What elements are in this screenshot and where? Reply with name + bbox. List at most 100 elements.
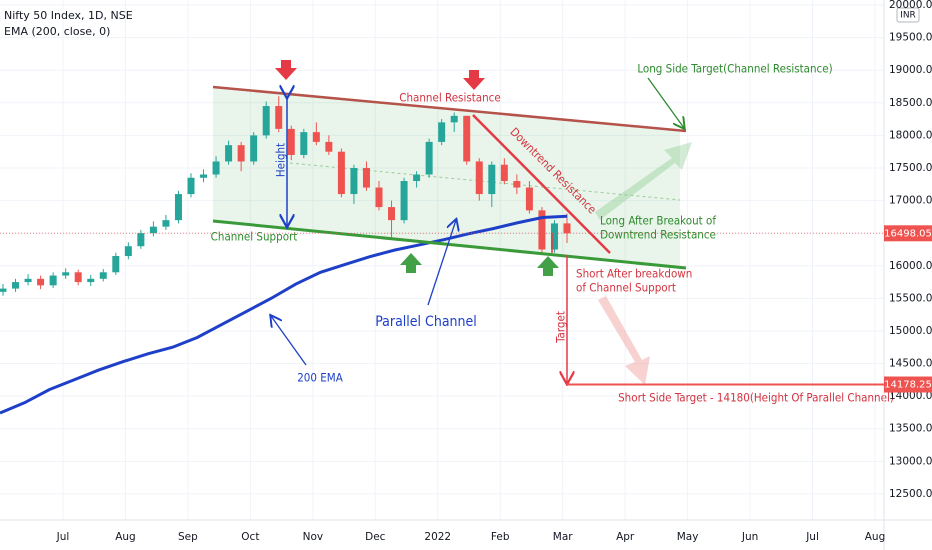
candle-body <box>525 187 533 211</box>
candle-body <box>312 132 320 142</box>
chart-title: Nifty 50 Index, 1D, NSE <box>4 9 133 22</box>
y-tick-label: 12500.00 <box>889 488 932 500</box>
candle-body <box>62 272 70 276</box>
x-tick-label: Feb <box>491 531 510 543</box>
annotation: Downtrend Resistance <box>600 228 716 242</box>
price-tag-label: 16498.05 <box>884 228 932 239</box>
annotation: 200 EMA <box>297 371 343 385</box>
candle-body <box>0 288 7 292</box>
ema-line <box>0 214 568 415</box>
channel-fill <box>213 87 680 267</box>
candle-body <box>300 132 308 155</box>
candle-body <box>275 106 283 129</box>
x-tick-label: 2022 <box>424 531 451 543</box>
annotation: Height <box>274 143 288 177</box>
currency: INR <box>900 11 916 21</box>
downtrend-line <box>472 114 611 254</box>
y-tick-label: 20000.00 <box>889 0 932 11</box>
candle-body <box>325 141 333 152</box>
up-arrow <box>400 253 422 273</box>
annotation: Target <box>554 311 568 344</box>
y-tick-label: 15500.00 <box>889 292 932 304</box>
candle-body <box>400 181 408 221</box>
x-tick-label: Jul <box>56 531 70 543</box>
long-target-arrow <box>647 77 684 128</box>
ema-pointer <box>271 316 307 366</box>
y-tick-label: 17000.00 <box>889 195 932 207</box>
channel-midline <box>289 162 681 201</box>
currency-box <box>896 7 920 23</box>
x-tick-label: Nov <box>303 531 324 543</box>
candle-body <box>112 255 120 273</box>
candle-body <box>87 278 95 283</box>
annotation: Channel Support <box>211 230 298 244</box>
long-direction-arrow <box>595 142 692 220</box>
channel-pointer <box>427 220 456 306</box>
candle-body <box>225 145 233 162</box>
candle-body <box>74 272 82 283</box>
x-tick-label: Sep <box>178 531 198 543</box>
grid <box>0 0 884 520</box>
candle-body <box>137 233 145 247</box>
candle-body <box>187 177 195 195</box>
y-tick-label: 16000.00 <box>889 260 932 272</box>
candle-body <box>450 115 458 123</box>
price-tag <box>884 376 932 393</box>
x-tick-label: May <box>677 531 699 543</box>
candle-body <box>413 174 421 182</box>
candle-body <box>250 135 258 162</box>
y-tick-label: 14500.00 <box>889 358 932 370</box>
y-tick-label: 13000.00 <box>889 455 932 467</box>
candle-body <box>425 141 433 175</box>
indicator-legend: EMA (200, close, 0) <box>4 25 110 38</box>
y-tick-label: 15000.00 <box>889 325 932 337</box>
candle-body <box>162 220 170 227</box>
candle-body <box>563 223 571 234</box>
x-tick-label: Jul <box>805 531 819 543</box>
y-tick-label: 13500.00 <box>889 423 932 435</box>
candle-body <box>500 164 508 182</box>
candle-body <box>513 181 521 188</box>
annotation: Channel Resistance <box>399 91 500 105</box>
candle-body <box>488 164 496 195</box>
y-tick-label: 19500.00 <box>889 32 932 44</box>
candle-body <box>362 167 370 188</box>
x-tick-label: Mar <box>553 531 573 543</box>
candle-body <box>463 115 471 162</box>
candle-body <box>200 174 208 178</box>
y-tick-label: 18000.00 <box>889 129 932 141</box>
candle-body <box>124 246 132 256</box>
candle-body <box>262 106 270 136</box>
x-tick-label: Aug <box>865 531 886 543</box>
y-tick-label: 14000.00 <box>889 390 932 402</box>
x-tick-label: Jun <box>741 531 758 543</box>
candle-body <box>174 194 182 221</box>
candle-body <box>24 278 32 283</box>
candle-body <box>237 145 245 162</box>
plot <box>0 96 571 415</box>
candle-body <box>99 272 107 279</box>
price-tag-label: 14178.25 <box>884 380 932 391</box>
annotation: Short After breakdown <box>576 267 692 281</box>
down-arrow <box>463 70 485 90</box>
annotation: Short Side Target - 14180(Height Of Para… <box>618 391 894 405</box>
annotation: of Channel Support <box>576 281 676 295</box>
candle-body <box>538 210 546 250</box>
price-tag <box>884 225 932 242</box>
x-tick-label: Dec <box>365 531 386 543</box>
y-tick-label: 19000.00 <box>889 64 932 76</box>
candle-body <box>438 122 446 142</box>
candle-body <box>388 207 396 221</box>
candle-body <box>350 167 358 195</box>
x-tick-label: Oct <box>241 531 259 543</box>
down-arrow <box>275 60 297 80</box>
y-tick-label: 18500.00 <box>889 97 932 109</box>
candle-body <box>49 275 57 286</box>
annotation: Long Side Target(Channel Resistance) <box>637 62 832 76</box>
candle-body <box>475 161 483 195</box>
candle-body <box>375 187 383 208</box>
x-tick-label: Apr <box>616 531 635 543</box>
candle-body <box>149 226 157 234</box>
y-tick-label: 17500.00 <box>889 162 932 174</box>
